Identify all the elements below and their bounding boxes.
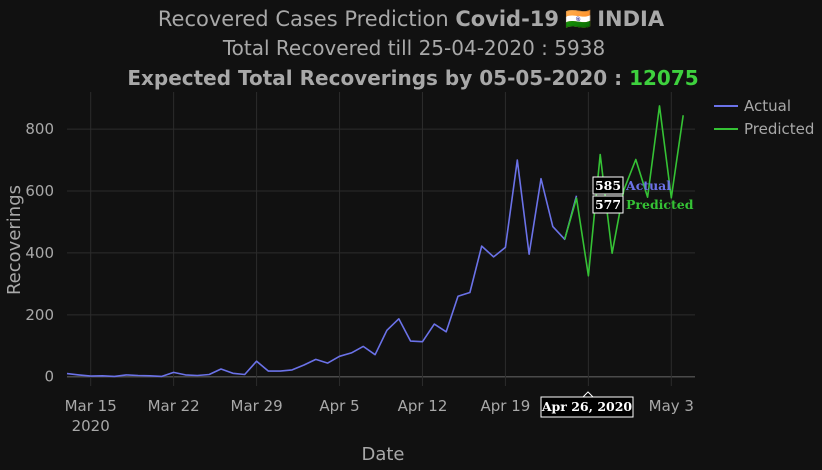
tooltip-actual-value: 585 <box>595 178 621 193</box>
x-axis-title: Date <box>361 444 404 465</box>
x-tick-label: Apr 12 <box>398 397 448 415</box>
y-tick-label: 0 <box>44 368 54 386</box>
hover-tooltip-actual: 585 Actual <box>592 176 671 195</box>
title-prefix: Recovered Cases Prediction <box>158 7 455 31</box>
tooltip-predicted-box <box>592 195 624 214</box>
legend-item-predicted[interactable]: Predicted <box>714 120 814 138</box>
x-tick-label: Mar 15 <box>65 397 117 415</box>
axis-layer: 0 200 400 600 800 Mar 15 2020 Mar 22 Mar 29 Apr 5… <box>25 120 694 435</box>
title-country: INDIA <box>597 7 665 31</box>
title-bold: Covid-19 <box>455 7 559 31</box>
y-tick-label: 200 <box>25 306 54 324</box>
y-tick-label: 600 <box>25 182 54 200</box>
x-tick-label: Apr 19 <box>481 397 531 415</box>
flag-icon: 🇮🇳 <box>565 7 591 31</box>
tooltip-date-label: Apr 26, 2020 <box>541 399 633 414</box>
chart-title-line3: Expected Total Recoverings by 05-05-2020… <box>127 66 698 90</box>
legend-label-actual: Actual <box>744 97 791 115</box>
hover-tooltip-predicted: 577 Predicted <box>592 195 694 214</box>
series-layer <box>66 105 684 378</box>
series-line-predicted <box>563 105 684 277</box>
y-tick-label: 800 <box>25 120 54 138</box>
chart-title-line2: Total Recovered till 25-04-2020 : 5938 <box>222 36 605 60</box>
tooltip-actual-name: Actual <box>625 178 671 193</box>
x-tick-label: Mar 22 <box>148 397 200 415</box>
hover-tooltip-date: Apr 26, 2020 <box>540 391 634 418</box>
tooltip-date-box <box>540 396 634 418</box>
grid-layer <box>67 92 695 386</box>
legend[interactable]: Actual Predicted <box>714 97 814 138</box>
title-expected-label: Expected Total Recoverings by 05-05-2020… <box>127 66 629 90</box>
tooltip-predicted-name: Predicted <box>626 197 694 212</box>
tooltip-predicted-value: 577 <box>595 197 621 212</box>
series-line-actual <box>66 159 578 378</box>
x-tick-label: Apr 5 <box>319 397 359 415</box>
tooltip-actual-box <box>592 176 624 195</box>
hover-tooltips: 585 Actual 577 Predicted Apr 26, 2020 <box>540 176 694 418</box>
y-tick-label: 400 <box>25 244 54 262</box>
x-tick-label: Mar 29 <box>231 397 283 415</box>
legend-item-actual[interactable]: Actual <box>714 97 791 115</box>
y-axis-title: Recoverings <box>4 185 25 295</box>
x-tick-sublabel: 2020 <box>72 417 110 435</box>
legend-label-predicted: Predicted <box>744 120 814 138</box>
chart-title-line1: Recovered Cases Prediction Covid-19 🇮🇳 IND… <box>158 7 665 31</box>
title-expected-value: 12075 <box>629 66 699 90</box>
x-tick-label: May 3 <box>649 397 694 415</box>
